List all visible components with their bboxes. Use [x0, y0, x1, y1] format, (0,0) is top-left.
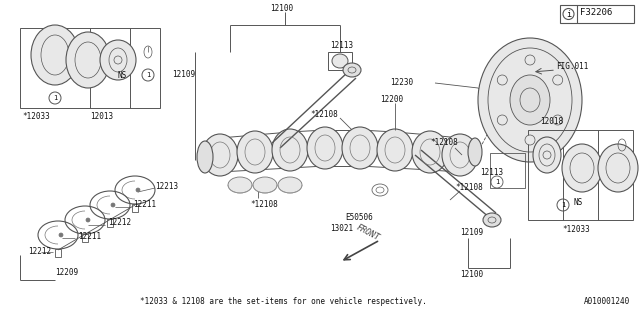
- Text: *12033 & 12108 are the set-items for one vehicle respectively.: *12033 & 12108 are the set-items for one…: [140, 297, 427, 306]
- Text: F32206: F32206: [580, 8, 612, 17]
- Text: 1: 1: [495, 179, 499, 185]
- Ellipse shape: [478, 38, 582, 162]
- Bar: [328, 52, 352, 70]
- Circle shape: [553, 115, 563, 125]
- Circle shape: [525, 135, 535, 145]
- Text: NS: NS: [118, 70, 127, 79]
- Text: 12209: 12209: [55, 268, 78, 277]
- Bar: [107, 219, 113, 227]
- Text: 12109: 12109: [460, 228, 483, 237]
- Circle shape: [59, 233, 63, 237]
- Text: 12100: 12100: [270, 4, 293, 13]
- Ellipse shape: [307, 127, 343, 169]
- Circle shape: [525, 55, 535, 65]
- Ellipse shape: [510, 75, 550, 125]
- Ellipse shape: [483, 213, 501, 227]
- Text: E50506: E50506: [345, 213, 372, 222]
- Ellipse shape: [343, 63, 361, 77]
- Ellipse shape: [202, 134, 238, 176]
- Text: 12213: 12213: [155, 182, 178, 191]
- Text: 12200: 12200: [380, 95, 403, 104]
- Text: 12109: 12109: [172, 70, 195, 79]
- Ellipse shape: [253, 177, 277, 193]
- Circle shape: [136, 188, 140, 192]
- Ellipse shape: [442, 134, 478, 176]
- Text: *12108: *12108: [250, 200, 278, 209]
- Text: 12211: 12211: [78, 232, 101, 241]
- Ellipse shape: [342, 127, 378, 169]
- Text: *12108: *12108: [310, 110, 338, 119]
- Bar: [528, 130, 633, 220]
- Ellipse shape: [237, 131, 273, 173]
- Circle shape: [86, 218, 90, 222]
- Bar: [82, 234, 88, 242]
- Text: 1: 1: [561, 202, 565, 208]
- Text: *12108: *12108: [430, 138, 458, 147]
- Ellipse shape: [197, 141, 213, 173]
- Circle shape: [497, 115, 508, 125]
- Text: 12212: 12212: [108, 218, 131, 227]
- Text: 12211: 12211: [133, 200, 156, 209]
- Ellipse shape: [31, 25, 79, 85]
- Text: 12018: 12018: [540, 117, 563, 126]
- Text: *12033: *12033: [562, 225, 589, 234]
- Text: 13021: 13021: [330, 224, 353, 233]
- Ellipse shape: [100, 40, 136, 80]
- Text: FRONT: FRONT: [355, 223, 381, 243]
- Ellipse shape: [66, 32, 110, 88]
- Text: *12108: *12108: [455, 183, 483, 192]
- Ellipse shape: [377, 129, 413, 171]
- Text: i: i: [566, 10, 571, 19]
- Text: 12013: 12013: [90, 112, 113, 121]
- Text: 1: 1: [146, 72, 150, 78]
- Text: 1: 1: [53, 95, 57, 101]
- Text: 12100: 12100: [460, 270, 483, 279]
- Bar: [560, 5, 634, 23]
- Bar: [55, 249, 61, 257]
- Text: 12212: 12212: [28, 247, 51, 256]
- Circle shape: [111, 203, 115, 207]
- Ellipse shape: [228, 177, 252, 193]
- Circle shape: [497, 75, 508, 85]
- Text: NS: NS: [573, 198, 582, 207]
- Bar: [20, 28, 160, 108]
- Bar: [490, 153, 525, 188]
- Ellipse shape: [562, 144, 602, 192]
- Ellipse shape: [412, 131, 448, 173]
- Text: *12033: *12033: [22, 112, 50, 121]
- Text: 12113: 12113: [480, 168, 503, 177]
- Ellipse shape: [278, 177, 302, 193]
- Bar: [132, 204, 138, 212]
- Ellipse shape: [533, 137, 561, 173]
- Ellipse shape: [468, 138, 482, 166]
- Text: A010001240: A010001240: [584, 297, 630, 306]
- Ellipse shape: [598, 144, 638, 192]
- Text: 12230: 12230: [390, 78, 413, 87]
- Ellipse shape: [332, 54, 348, 68]
- Text: FIG.011: FIG.011: [556, 62, 588, 71]
- Circle shape: [553, 75, 563, 85]
- Ellipse shape: [272, 129, 308, 171]
- Text: 12113: 12113: [330, 41, 353, 50]
